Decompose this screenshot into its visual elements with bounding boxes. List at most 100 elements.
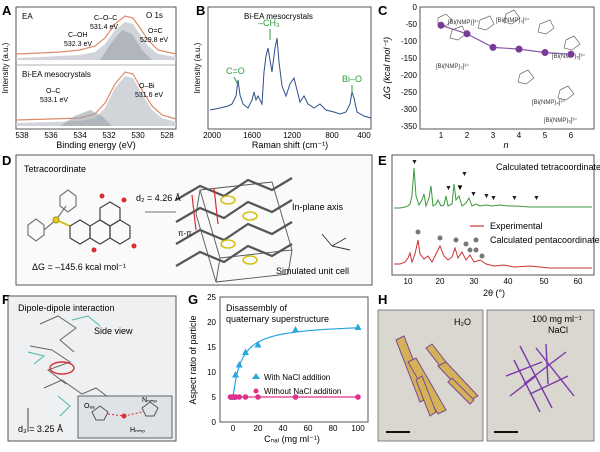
stack-layer (175, 243, 293, 267)
tetra-ring (27, 218, 45, 242)
inset-label-hnmp: Hₙₘₚ (130, 427, 145, 434)
xps-xtick: 532 (102, 131, 116, 140)
bi-coordination (220, 195, 236, 205)
aspect-point-with (292, 326, 299, 333)
dg-point (541, 49, 549, 56)
dg-complex-label: [Bi(NMP)₃]³⁺ (496, 17, 530, 24)
xrd-tetra-marker: ▼ (483, 193, 490, 200)
micrograph-h2o (377, 309, 484, 442)
xps-xtick: 534 (73, 131, 87, 140)
panel-h: H H₂O 100 mg ml⁻¹ NaCl (377, 292, 595, 442)
aspect-title-line1: Disassembly of (226, 303, 288, 313)
inset-oxygen (121, 413, 127, 419)
raman-xtick: 400 (357, 131, 371, 140)
xps-xtick: 538 (15, 131, 29, 140)
stack-layer (175, 221, 293, 245)
unit-cell (175, 177, 293, 283)
rod (447, 377, 475, 405)
inset-ring (91, 405, 109, 421)
dipole-bond (57, 395, 71, 417)
xrd-xtick: 20 (436, 277, 445, 286)
dipole-bond (29, 345, 72, 385)
raman-title: Bi-EA mesocrystals (244, 12, 313, 21)
dg-xtick: 3 (491, 131, 496, 140)
xps-peak-oc-energy: 529.8 eV (140, 37, 168, 44)
xps-xticks: 538 536 534 532 530 528 (15, 131, 174, 140)
needle (505, 361, 543, 377)
delta-g-label: ΔG = –145.6 kcal mol⁻¹ (32, 262, 126, 272)
inset-label-nnmp: Nₙₘₚ (142, 397, 157, 404)
raman-frame (207, 6, 372, 130)
needle (529, 375, 569, 395)
inset-hbond (107, 413, 125, 417)
xrd-penta-marker (453, 237, 459, 243)
xps-peak-obi-energy: 531.6 eV (135, 92, 163, 99)
xps-peak-oc: O=C (148, 28, 163, 35)
inset-label-oea: Oₑₐ (84, 403, 95, 410)
dg-ytick: -50 (405, 20, 417, 29)
needle (545, 343, 549, 385)
dg-ytick: -200 (401, 71, 418, 80)
rod (415, 375, 437, 417)
xps-top-label: EA (22, 12, 33, 21)
xrd-xtick: 10 (404, 277, 413, 286)
dg-molecule-sketch (477, 15, 495, 31)
xrd-xtick: 40 (504, 277, 513, 286)
tetra-ring (59, 189, 77, 213)
raman-annot-bio: Bi–O (342, 74, 362, 84)
dg-point (515, 45, 523, 53)
xrd-penta-marker (473, 247, 479, 253)
panel-g: G Disassembly of quaternary superstructu… (188, 292, 369, 444)
xps-peak-coc: C–O–C (94, 15, 117, 22)
dg-ylabel: ΔG (kcal mol⁻¹) (382, 37, 392, 100)
oxygen-atom (99, 193, 105, 199)
xps-peak-coc-energy: 531.4 eV (90, 24, 118, 31)
aspect-point-with (232, 371, 239, 378)
bi-coordination (220, 239, 236, 249)
dg-xtick: 4 (517, 131, 522, 140)
dg-complex-label: [Bi(NMP)₆]³⁺ (544, 117, 578, 124)
dg-complex-label: [Bi(NMP)₂]³⁺ (436, 63, 470, 70)
xrd-tetra-marker: ▼ (445, 185, 452, 192)
xrd-tetra-marker: ▼ (490, 195, 497, 202)
dg-ytick: -150 (401, 54, 418, 63)
in-plane-axis-label: In-plane axis (292, 202, 344, 212)
dipole-bond (43, 379, 113, 401)
dg-xtick: 2 (465, 131, 470, 140)
dg-series-line (440, 24, 572, 55)
stack-layer (175, 177, 293, 201)
dg-complex-labels: [Bi(NMP)]³⁺ [Bi(NMP)₃]³⁺ [Bi(NMP)₂]³⁺ [B… (436, 17, 586, 124)
dg-ytick: -250 (401, 88, 418, 97)
xrd-legend-penta-swatch (473, 237, 479, 243)
xps-xtick: 530 (131, 131, 145, 140)
xrd-tetra-marker: ▼ (461, 171, 468, 178)
xps-peak-oc2-energy: 533.1 eV (40, 97, 68, 104)
micrograph-nacl-label-1: 100 mg ml⁻¹ (532, 314, 582, 324)
structure-title: Tetracoordinate (24, 164, 86, 174)
xrd-penta-marker (463, 241, 469, 247)
aspect-legend-with: With NaCl addition (264, 373, 330, 382)
tetra-molecule (27, 189, 137, 253)
aspect-xtick: 60 (304, 424, 313, 433)
aspect-xticks: 0 20 40 60 80 100 (231, 424, 365, 433)
oxygen-atom (131, 243, 137, 249)
axis-arrow (331, 237, 347, 247)
dg-point (437, 21, 445, 29)
needle (509, 375, 537, 397)
dg-point (567, 50, 575, 58)
d3-label: d₃ = 3.25 Å (18, 424, 63, 434)
panel-letter-f: F (2, 292, 10, 307)
oxygen-atom (121, 197, 127, 203)
aspect-points (227, 323, 362, 400)
pi-stack-marker (191, 194, 197, 231)
micrograph-h2o-label: H₂O (454, 317, 471, 327)
xrd-tetra-markers: ▼ ▼ ▼ ▼ ▼ ▼ ▼ ▼ (411, 159, 540, 202)
xrd-exp-line (394, 239, 592, 269)
xrd-penta-marker (479, 253, 485, 259)
raman-xtick: 2000 (203, 131, 221, 140)
aspect-ytick: 25 (207, 293, 216, 302)
dipole-title: Dipole-dipole interaction (18, 303, 115, 313)
aspect-legend-without-swatch (253, 388, 259, 394)
aspect-ylabel: Aspect ratio of particle (188, 315, 198, 404)
raman-xtick: 800 (325, 131, 339, 140)
